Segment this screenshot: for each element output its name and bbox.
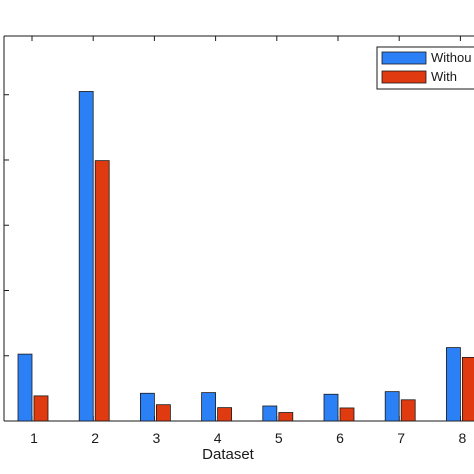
plot-frame [3,35,474,422]
bar-without-3 [139,392,155,422]
x-tick-label-8: 8 [459,430,467,446]
x-tick-label-4: 4 [214,430,222,446]
legend-swatch-with [381,70,427,84]
legend: Withou With [376,46,474,90]
bar-without-6 [323,393,339,422]
bar-without-4 [201,392,217,422]
bar-without-5 [262,405,278,422]
x-tick-label-6: 6 [336,430,344,446]
bar-with-5 [278,412,294,422]
x-tick-label-1: 1 [30,430,38,446]
x-tick-label-5: 5 [275,430,283,446]
legend-label-without: Withou [431,50,471,65]
bars [17,91,474,422]
x-tick-label-3: 3 [153,430,161,446]
bar-with-1 [33,395,49,422]
bar-with-3 [155,404,171,422]
legend-label-with: With [431,69,457,84]
x-axis-label: Dataset [202,446,255,463]
bar-with-2 [94,160,110,422]
bar-with-4 [217,407,233,422]
bar-with-6 [339,407,355,422]
legend-swatch-without [381,51,427,65]
bar-without-8 [445,347,461,422]
bar-without-7 [384,391,400,422]
x-tick-label-2: 2 [91,430,99,446]
bar-without-1 [17,353,33,422]
bar-without-2 [78,91,94,422]
bar-with-8 [461,356,474,422]
x-tick-label-7: 7 [397,430,405,446]
bar-with-7 [400,399,416,422]
y-axis-ticks [4,94,9,422]
